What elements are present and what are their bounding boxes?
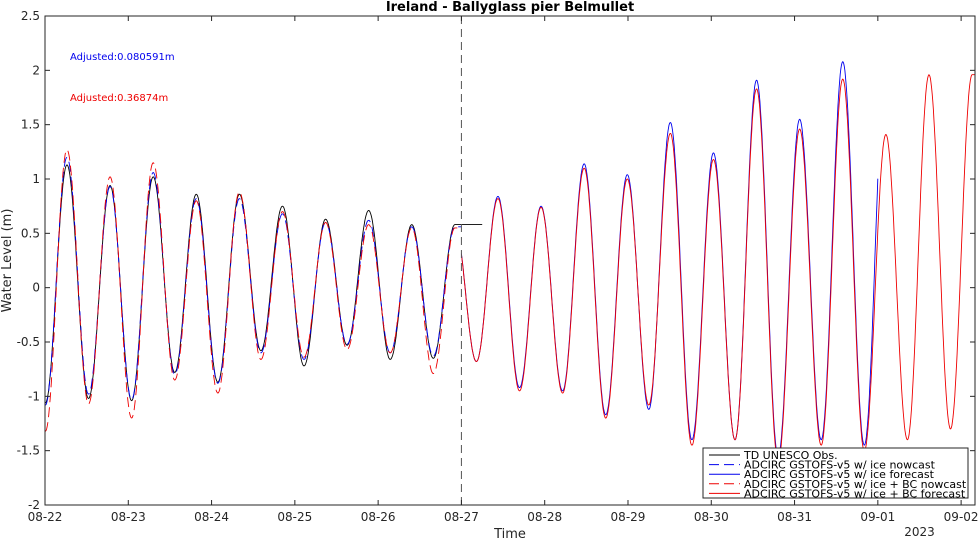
legend-label: ADCIRC GSTOFS-v5 w/ ice + BC nowcast: [744, 478, 967, 491]
legend-label: ADCIRC GSTOFS-v5 w/ ice + BC forecast: [744, 487, 966, 500]
x-tick-label: 08-26: [361, 510, 396, 524]
x-tick-label: 08-23: [111, 510, 146, 524]
legend-label: TD UNESCO Obs.: [743, 449, 838, 462]
y-tick-label: 2.5: [21, 9, 40, 23]
x-axis-ticks: 08-22 08-23 08-24 08-25 08-26 08-27 08-28 08-29…: [28, 16, 979, 524]
x-tick-label: 09-01: [860, 510, 895, 524]
annotation-blue-adjusted: Adjusted:0.080591m: [70, 52, 175, 63]
annotation-red-adjusted: Adjusted:0.36874m: [70, 93, 168, 104]
x-tick-label: 08-29: [611, 510, 646, 524]
x-tick-label: 08-25: [277, 510, 312, 524]
series-line-5: [460, 74, 975, 462]
x-tick-label: 08-24: [194, 510, 229, 524]
series-line-2: [44, 156, 462, 406]
axes-box: [44, 15, 976, 506]
series-line-4: [44, 149, 462, 432]
chart-title: Ireland - Ballyglass pier Belmullet: [386, 0, 634, 15]
x-tick-label: 08-30: [694, 510, 729, 524]
y-tick-label: 0.5: [21, 226, 40, 240]
legend-box: [702, 447, 969, 499]
x-tick-label: 08-22: [28, 510, 63, 524]
legend-label: ADCIRC GSTOFS-v5 w/ ice nowcast: [744, 459, 936, 472]
x-tick-label: 08-31: [777, 510, 812, 524]
y-tick-label: -1: [28, 389, 40, 403]
legend: TD UNESCO Obs.ADCIRC GSTOFS-v5 w/ ice no…: [702, 447, 969, 500]
x-year-label: 2023: [904, 525, 935, 539]
y-axis-ticks: -2 -1.5 -1 -0.5 0 0.5 1 1.5 2 2.5: [17, 9, 975, 512]
y-tick-label: -2: [28, 498, 40, 512]
x-axis-label: Time: [493, 527, 526, 541]
x-tick-label: 09-02: [944, 510, 979, 524]
plot-area: [45, 16, 975, 505]
legend-label: ADCIRC GSTOFS-v5 w/ ice forecast: [744, 468, 935, 481]
y-tick-label: -0.5: [17, 335, 40, 349]
y-axis-label: Water Level (m): [0, 209, 15, 313]
x-tick-label: 08-27: [444, 510, 479, 524]
y-tick-label: -1.5: [17, 444, 40, 458]
y-tick-label: 1.5: [21, 118, 40, 132]
y-tick-label: 2: [32, 63, 40, 77]
y-tick-label: 0: [32, 281, 40, 295]
x-tick-label: 08-28: [527, 510, 562, 524]
y-tick-label: 1: [32, 172, 40, 186]
series-layer: [44, 61, 975, 462]
